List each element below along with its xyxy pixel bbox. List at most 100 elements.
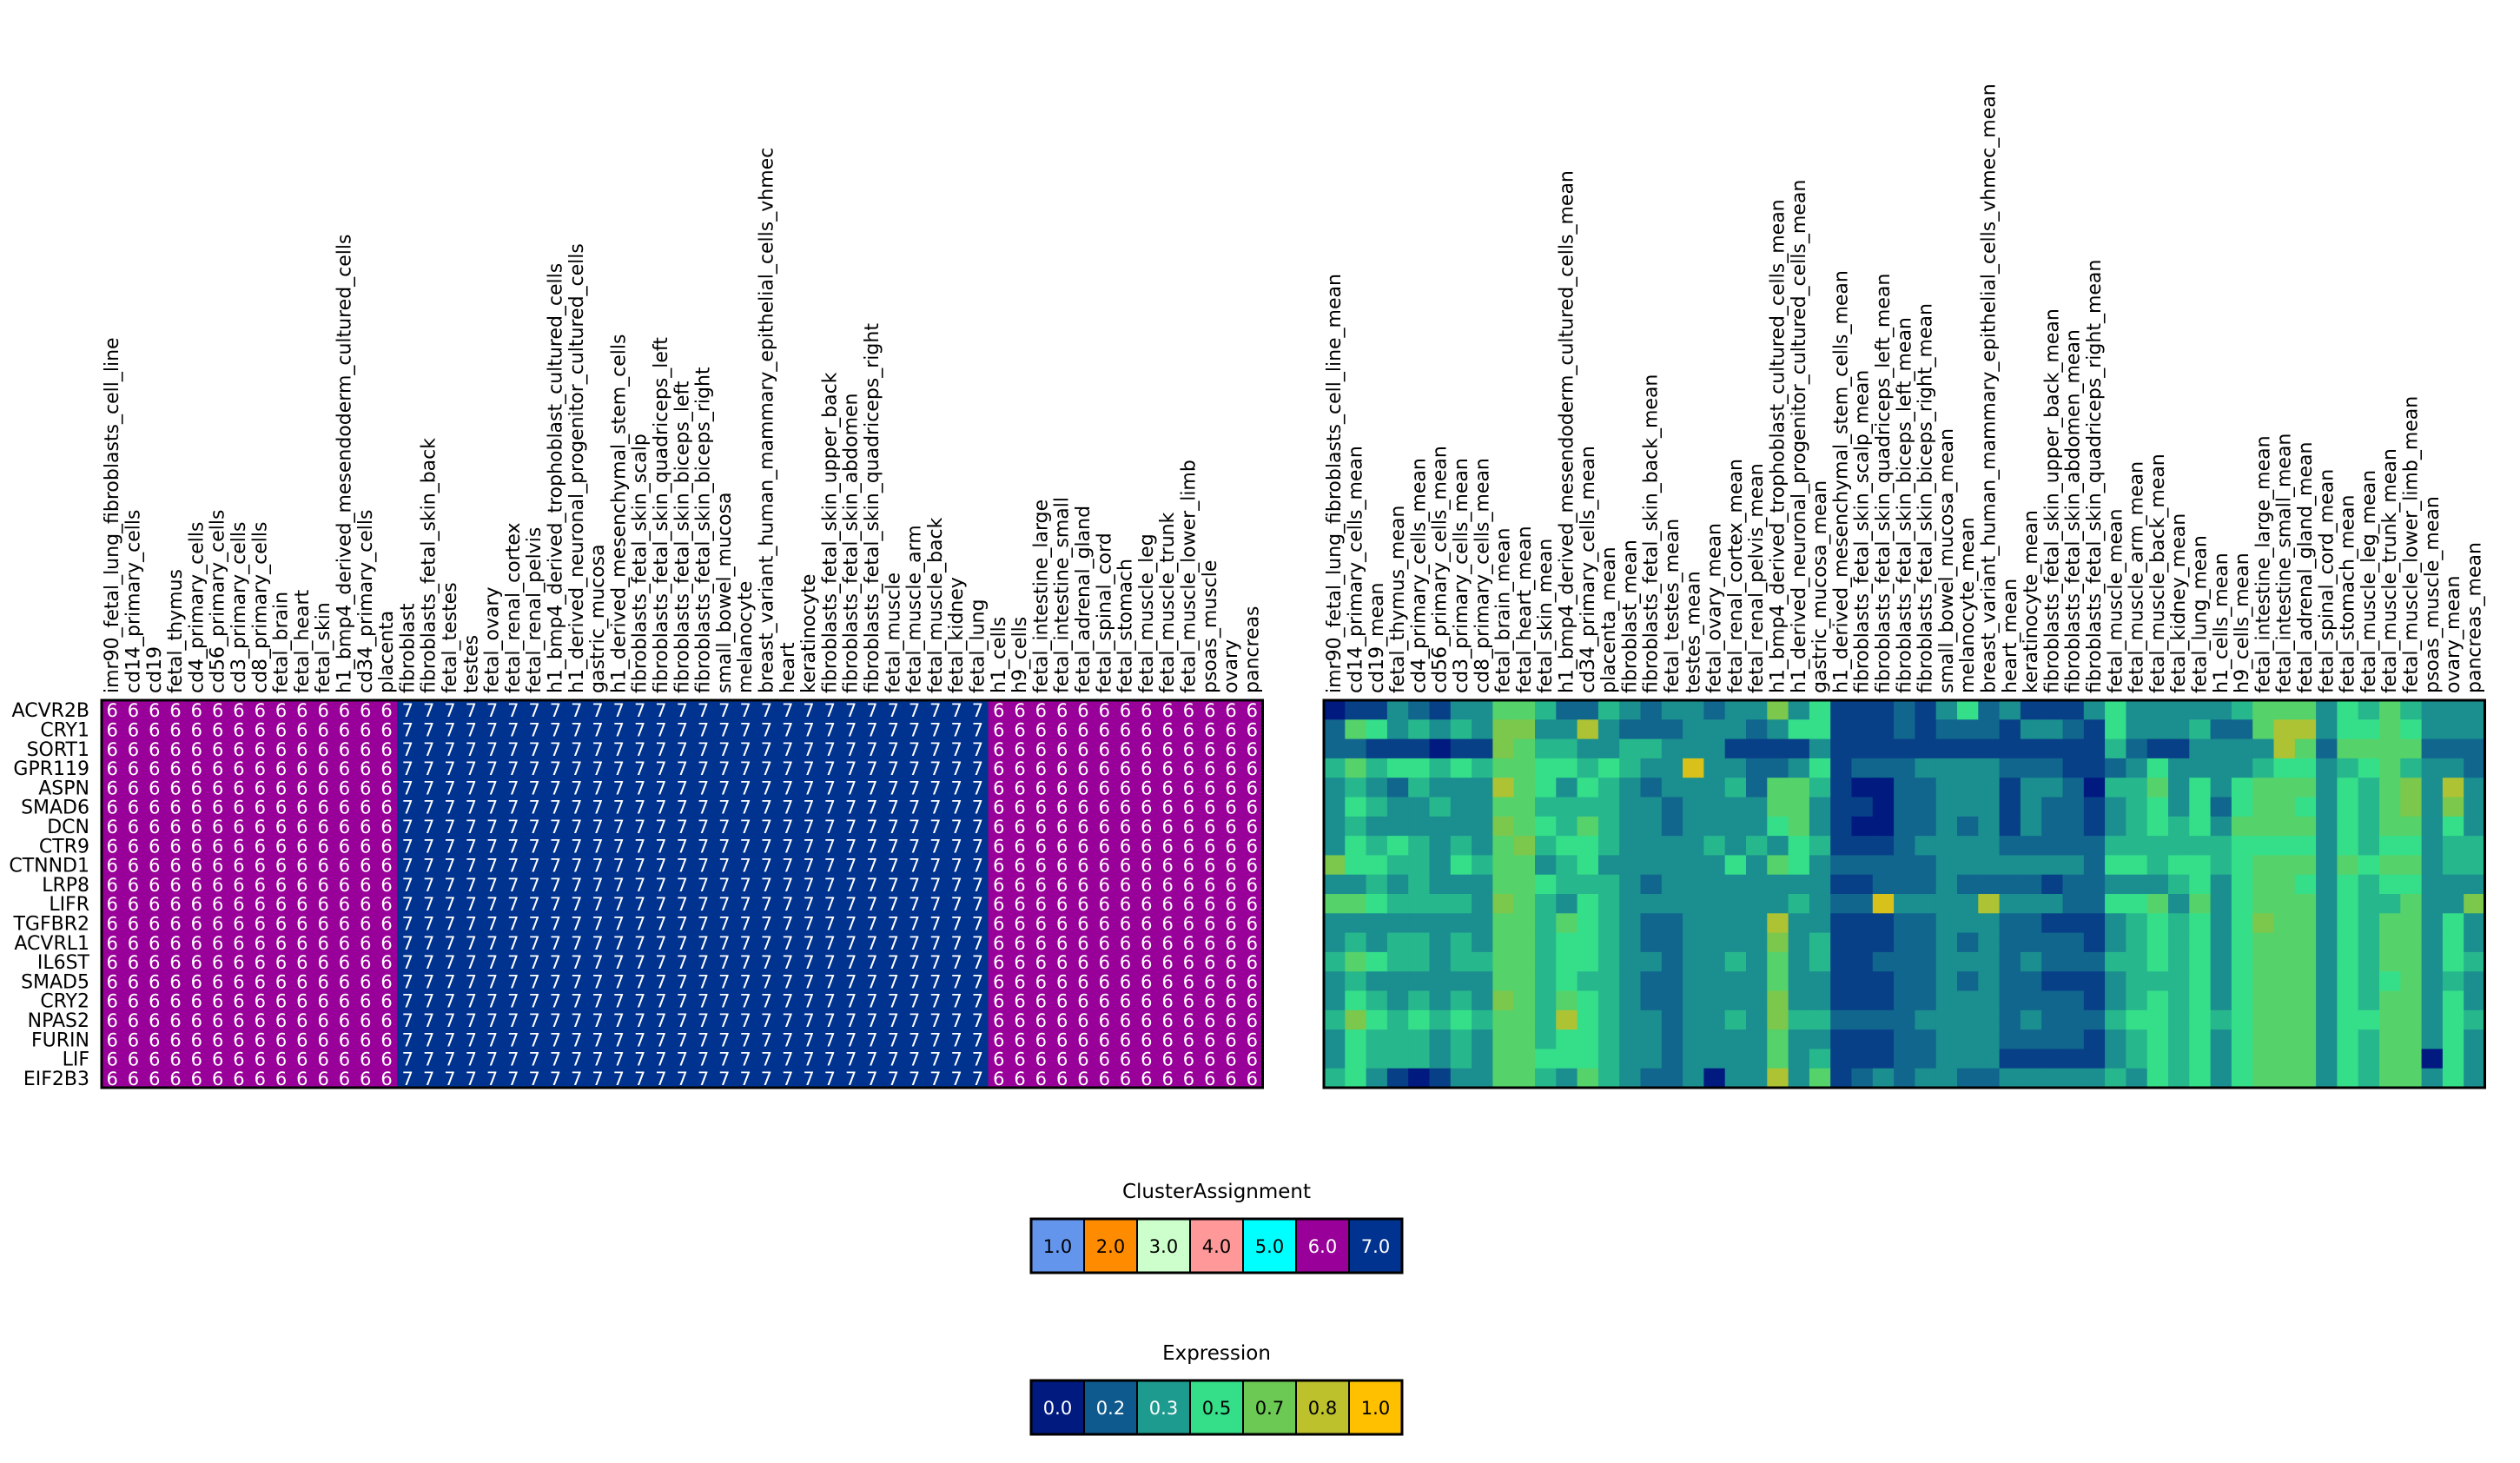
cluster-cell-label: 6 xyxy=(1161,798,1173,818)
expression-cell xyxy=(2062,700,2085,720)
cluster-cell-label: 7 xyxy=(782,778,793,798)
cluster-cell-label: 7 xyxy=(444,739,455,760)
cluster-cell xyxy=(102,758,123,778)
cluster-cell xyxy=(735,778,757,798)
expression-cell xyxy=(1577,1029,1599,1049)
cluster-cell-label: 6 xyxy=(317,913,328,934)
cluster-cell-label: 6 xyxy=(1099,991,1110,1012)
expression-cell xyxy=(2358,1029,2380,1049)
expression-cell xyxy=(1915,913,1937,934)
cluster-cell xyxy=(207,719,229,740)
expression-cell xyxy=(1851,855,1874,876)
cluster-cell-label: 7 xyxy=(972,1029,983,1050)
expression-cell xyxy=(2316,894,2338,914)
cluster-cell-label: 7 xyxy=(782,991,793,1012)
cluster-cell xyxy=(545,778,567,798)
legend-label: 4.0 xyxy=(1202,1236,1231,1257)
cluster-cell-label: 7 xyxy=(592,894,603,915)
expression-cell xyxy=(1809,700,1831,720)
expression-cell xyxy=(2168,990,2190,1011)
cluster-cell-label: 7 xyxy=(592,758,603,779)
cluster-cell-label: 7 xyxy=(929,836,941,857)
cluster-cell-label: 6 xyxy=(1099,1049,1110,1070)
expression-cell xyxy=(1386,738,1409,759)
expression-cell xyxy=(1366,855,1388,876)
cluster-cell-label: 7 xyxy=(782,798,793,818)
column-label: fetal_muscle xyxy=(883,573,904,693)
column-label: fetal_muscle_trunk xyxy=(1157,512,1179,693)
cluster-cell-label: 6 xyxy=(1035,1029,1047,1050)
cluster-cell xyxy=(1030,738,1052,759)
expression-cell xyxy=(2189,951,2212,972)
cluster-cell xyxy=(1135,778,1158,798)
cluster-cell-label: 6 xyxy=(1161,933,1173,954)
expression-cell xyxy=(1597,719,1620,740)
expression-cell xyxy=(1492,855,1515,876)
cluster-cell xyxy=(629,758,651,778)
expression-cell xyxy=(1429,1010,1452,1030)
cluster-cell-label: 7 xyxy=(677,933,688,954)
expression-cell xyxy=(1894,1010,1915,1030)
cluster-cell-label: 6 xyxy=(339,1049,350,1070)
expression-cell xyxy=(2231,932,2253,953)
expression-cell xyxy=(1492,797,1515,818)
cluster-cell-label: 6 xyxy=(1099,875,1110,896)
expression-cell xyxy=(1429,836,1452,856)
expression-cell xyxy=(1767,816,1789,837)
cluster-cell-label: 6 xyxy=(1099,894,1110,915)
cluster-cell-label: 7 xyxy=(803,1069,814,1089)
cluster-cell-label: 7 xyxy=(698,952,709,973)
expression-cell xyxy=(2337,700,2359,720)
cluster-cell-label: 7 xyxy=(613,894,625,915)
cluster-cell-label: 7 xyxy=(655,971,666,992)
cluster-cell-label: 7 xyxy=(929,913,941,934)
cluster-cell-label: 6 xyxy=(1247,798,1258,818)
expression-cell xyxy=(1957,797,1979,818)
cluster-cell xyxy=(102,700,123,720)
cluster-cell-label: 6 xyxy=(1225,798,1236,818)
expression-cell xyxy=(1556,758,1578,778)
expression-cell xyxy=(1746,758,1768,778)
expression-cell xyxy=(1577,738,1599,759)
cluster-cell-label: 7 xyxy=(824,1010,836,1031)
expression-cell xyxy=(1935,1029,1958,1049)
cluster-cell xyxy=(629,738,651,759)
cluster-cell-label: 7 xyxy=(761,719,772,740)
expression-cell xyxy=(1661,1029,1683,1049)
expression-cell xyxy=(1935,855,1958,876)
expression-cell xyxy=(1872,855,1895,876)
expression-cell xyxy=(1535,1010,1557,1030)
expression-cell xyxy=(1597,836,1620,856)
cluster-cell-label: 6 xyxy=(106,739,117,760)
cluster-cell-label: 7 xyxy=(528,856,539,877)
cluster-cell-label: 6 xyxy=(1014,971,1025,992)
expression-cell xyxy=(2294,797,2317,818)
expression-cell xyxy=(1999,816,2021,837)
expression-cell xyxy=(1767,758,1789,778)
cluster-cell-label: 7 xyxy=(677,836,688,857)
cluster-cell xyxy=(102,797,123,818)
cluster-cell-label: 6 xyxy=(317,1049,328,1070)
cluster-cell-label: 7 xyxy=(528,700,539,721)
cluster-cell-label: 7 xyxy=(634,952,645,973)
cluster-cell-label: 6 xyxy=(1120,719,1131,740)
cluster-cell-label: 6 xyxy=(1014,1049,1025,1070)
expression-cell xyxy=(2126,700,2148,720)
expression-cell xyxy=(2421,1029,2444,1049)
cluster-cell xyxy=(334,778,356,798)
expression-cell xyxy=(1661,874,1683,895)
cluster-cell-label: 7 xyxy=(824,875,836,896)
expression-cell xyxy=(1703,990,1726,1011)
expression-cell xyxy=(1935,1049,1958,1069)
cluster-cell-label: 6 xyxy=(1225,1049,1236,1070)
expression-cell xyxy=(2210,894,2232,914)
cluster-cell-label: 6 xyxy=(1204,856,1215,877)
expression-cell xyxy=(1809,874,1831,895)
cluster-cell-label: 6 xyxy=(1056,836,1068,857)
cluster-cell xyxy=(524,758,546,778)
cluster-cell xyxy=(207,758,229,778)
cluster-cell-label: 6 xyxy=(255,894,266,915)
cluster-cell xyxy=(840,719,863,740)
expression-cell xyxy=(2421,719,2444,740)
cluster-cell-label: 6 xyxy=(212,778,223,798)
